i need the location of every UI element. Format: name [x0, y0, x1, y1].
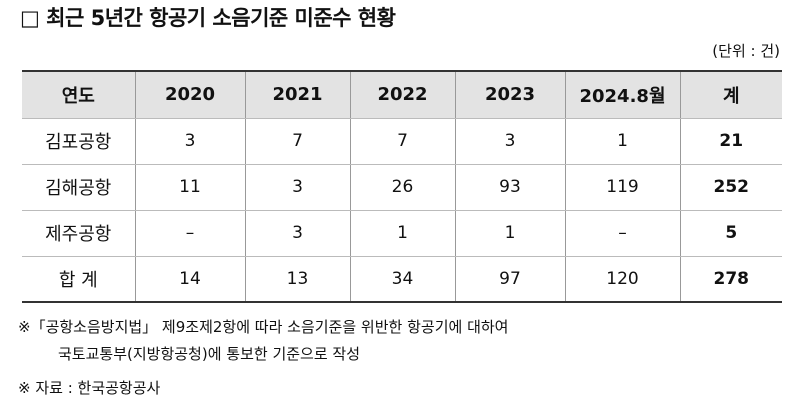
table-body: 김포공항 3 7 7 3 1 21 김해공항 11 3 26 93 119 252 제주공항 –3 1 1–5 합 …: [22, 118, 782, 303]
table-row: 김해공항 11 3 26 93 119 252: [22, 164, 782, 211]
column-header: 2020: [134, 71, 246, 119]
table-row: 제주공항 –3 1 1–5: [22, 210, 782, 257]
cell: 252: [679, 164, 782, 211]
cell: 26: [349, 164, 456, 211]
row-label: 합 계: [22, 256, 136, 303]
cell: 13: [244, 256, 351, 303]
cell: 1: [564, 118, 681, 165]
source-note: ※ 자료 : 한국공항공사: [18, 379, 161, 397]
table-row: 김포공항 3 7 7 3 1 21: [22, 118, 782, 165]
cell: 3: [244, 164, 351, 211]
cell: 120: [564, 256, 681, 303]
cell: 7: [349, 118, 456, 165]
cell: 1: [349, 210, 456, 257]
column-header: 연도: [22, 71, 136, 119]
cell: 5: [679, 210, 782, 257]
cell: 119: [564, 164, 681, 211]
cell: 7: [244, 118, 351, 165]
cell: 11: [134, 164, 246, 211]
column-header: 2021: [244, 71, 351, 119]
cell: 3: [454, 118, 566, 165]
table-row: 합 계 14 13 34 97 120 278: [22, 256, 782, 303]
column-header: 2022: [349, 71, 456, 119]
note: 국토교통부(지방항공청)에 통보한 기준으로 작성: [58, 345, 361, 363]
cell: –: [134, 210, 246, 257]
cell: 21: [679, 118, 782, 165]
cell: 14: [134, 256, 246, 303]
cell: 3: [244, 210, 351, 257]
cell: 3: [134, 118, 246, 165]
note: ※「공항소음방지법」 제9조제2항에 따라 소음기준을 위반한 항공기에 대하여: [18, 318, 509, 336]
cell: 34: [349, 256, 456, 303]
column-header: 계: [679, 71, 782, 119]
cell: 97: [454, 256, 566, 303]
cell: 1: [454, 210, 566, 257]
column-header: 2023: [454, 71, 566, 119]
data-table: 연도 2020 2021 2022 2023 2024.8월 계 김포공항 3 7 7 3 1 21 김해…: [22, 70, 782, 303]
title: □ 최근 5년간 항공기 소음기준 미준수 현황: [20, 6, 396, 30]
cell: 278: [679, 256, 782, 303]
header-row: 연도 2020 2021 2022 2023 2024.8월 계: [22, 71, 782, 119]
table-header: 연도 2020 2021 2022 2023 2024.8월 계: [22, 71, 782, 119]
cell: 93: [454, 164, 566, 211]
row-label: 김포공항: [22, 118, 136, 165]
cell: –: [564, 210, 681, 257]
unit-label: (단위 : 건): [712, 42, 780, 60]
row-label: 제주공항: [22, 210, 136, 257]
column-header: 2024.8월: [564, 71, 681, 119]
row-label: 김해공항: [22, 164, 136, 211]
